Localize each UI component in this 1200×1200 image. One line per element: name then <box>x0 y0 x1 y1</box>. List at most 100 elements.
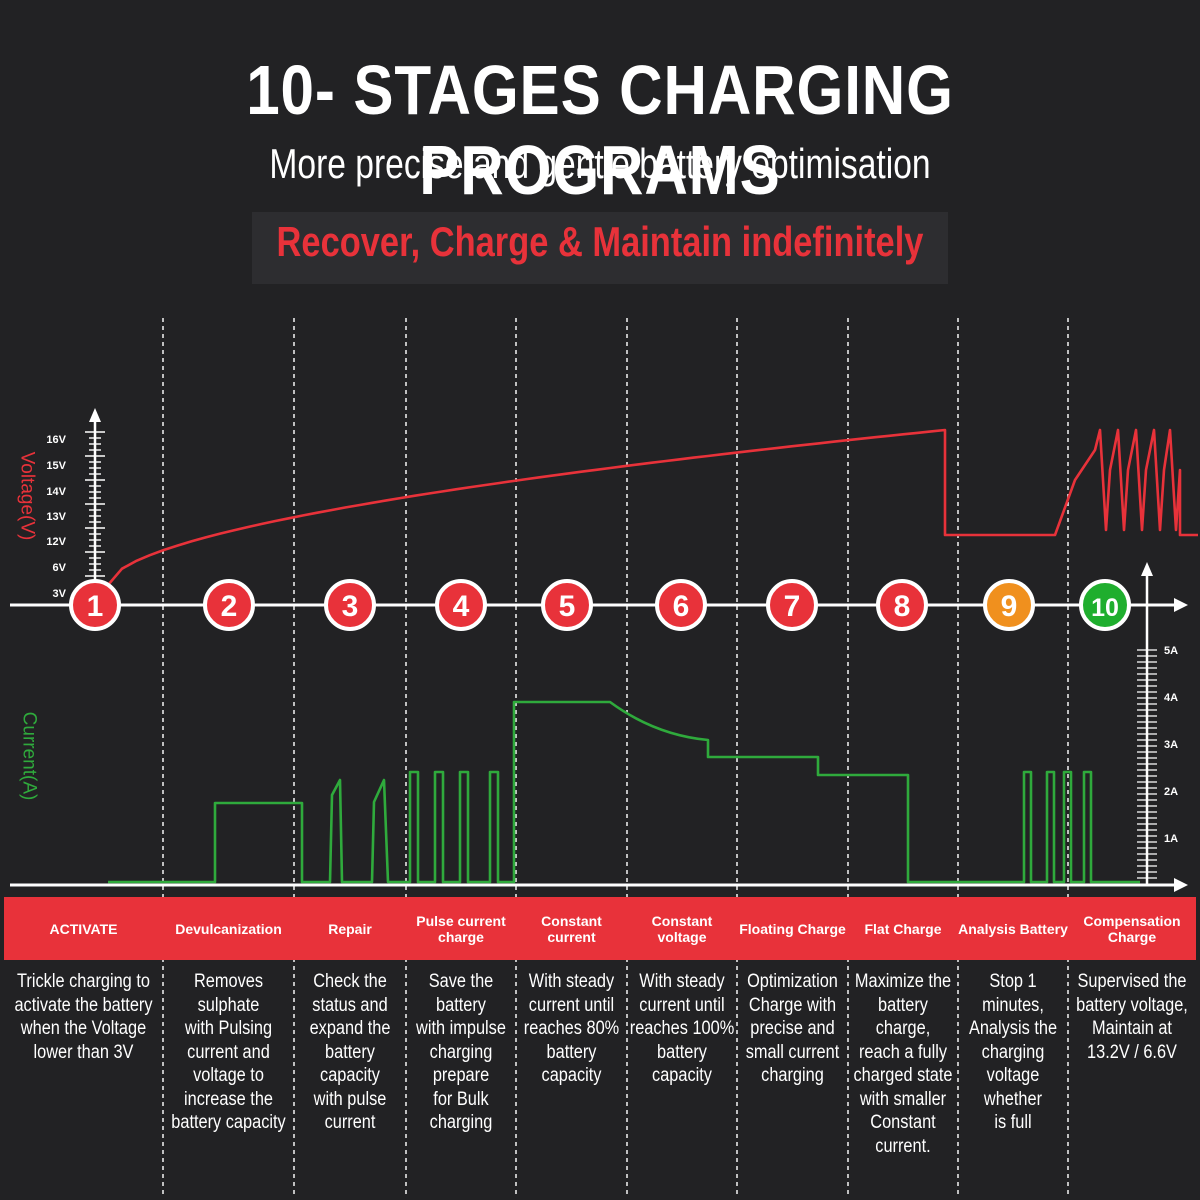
stage-number-7: 7 <box>784 590 801 623</box>
stage-name-8: Flat Charge <box>864 920 942 937</box>
stage-description-1: Trickle charging to activate the battery w… <box>10 970 157 1064</box>
stage-description-line: when the Voltage <box>20 1018 147 1039</box>
stage-description-line: expand the <box>309 1018 391 1039</box>
current-axis-arrow <box>1141 562 1153 576</box>
voltage-tick-label: 3V <box>53 588 67 600</box>
stage-name-4: Pulse current charge <box>416 912 506 945</box>
stage-circle-6 <box>655 579 707 631</box>
voltage-curve <box>107 428 1198 586</box>
stage-circle-3 <box>324 579 376 631</box>
stage-circle-1 <box>69 579 121 631</box>
stage-description-line: activate the battery <box>14 994 153 1016</box>
stage-description-10: Supervised the battery voltage, Maintain a… <box>1072 970 1192 1064</box>
voltage-tick-label: 16V <box>46 434 66 446</box>
voltage-axis-label: Voltage(V) <box>16 451 38 541</box>
stage-circle-9 <box>983 579 1035 631</box>
stage-description-3: Check the status and expand the battery cap… <box>297 970 404 1135</box>
stage-description-line: with smaller <box>859 1088 947 1110</box>
time-axis-arrow <box>1174 598 1188 612</box>
current-axis-label: Current(A) <box>18 711 40 801</box>
stage-description-8: Maximize the battery charge, reach a fully… <box>851 970 956 1158</box>
stage-name-2: Devulcanization <box>175 920 282 937</box>
voltage-axis-arrow <box>89 408 101 422</box>
stage-description-line: charging prepare <box>429 1041 493 1087</box>
stage-description-9: Stop 1 minutes, Analysis the charging volta… <box>961 970 1066 1135</box>
stage-description-line: Analysis the <box>968 1018 1058 1039</box>
stage-description-line: charging <box>429 1112 493 1133</box>
stage-number-5: 5 <box>559 590 576 623</box>
stage-description-line: with pulse <box>313 1088 387 1110</box>
stage-description-line: Removes sulphate <box>193 971 264 1016</box>
stage-description-line: current <box>324 1112 376 1133</box>
stage-description-line: Maximize the <box>854 971 952 992</box>
voltage-tick-label: 14V <box>46 486 66 498</box>
current-tick-label: 2A <box>1164 786 1178 798</box>
page-title: 10- STAGES CHARGING PROGRAMS <box>246 51 954 209</box>
stage-name-10: Compensation Charge <box>1083 912 1181 945</box>
stage-description-line: current until <box>639 994 725 1016</box>
stage-description-line: reaches 80% <box>523 1018 620 1039</box>
stage-number-2: 2 <box>221 590 238 623</box>
voltage-tick-label: 12V <box>46 536 66 548</box>
stage-description-7: Optimization Charge with precise and small … <box>740 970 846 1088</box>
voltage-tick-label: 15V <box>46 460 66 472</box>
stage-name-band <box>4 897 1196 960</box>
current-tick-label: 1A <box>1164 833 1178 845</box>
stage-description-line: Stop 1 minutes, <box>982 971 1044 1016</box>
stage-circle-8 <box>876 579 928 631</box>
stage-description-line: small current <box>745 1041 840 1063</box>
page-subtitle: More precise and gentle battery optimisa… <box>269 140 931 187</box>
stage-description-line: voltage whether <box>983 1065 1043 1110</box>
stage-description-line: Supervised the <box>1077 971 1187 992</box>
stage-description-6: With steady current until reaches 100% batt… <box>630 970 735 1088</box>
stage-description-line: battery charge, <box>875 994 931 1040</box>
stage-name-1: ACTIVATE <box>49 920 118 937</box>
stage-description-line: with impulse <box>416 1018 506 1039</box>
stage-number-3: 3 <box>342 590 359 623</box>
stage-description-5: With steady current until reaches 80% batte… <box>519 970 625 1088</box>
current-tick-label: 5A <box>1164 645 1178 657</box>
stage-name-9: Analysis Battery <box>958 920 1068 937</box>
stage-description-line: status and <box>312 994 388 1016</box>
stage-description-line: Charge with <box>748 994 837 1016</box>
stage-number-9: 9 <box>1001 590 1018 623</box>
stage-description-line: reaches 100% <box>629 1018 735 1039</box>
stage-description-line: Maintain at <box>1092 1018 1172 1039</box>
stage-description-4: Save the battery with impulse charging pre… <box>409 970 514 1135</box>
stage-description-line: precise and <box>750 1018 835 1039</box>
stage-description-line: increase the <box>183 1088 274 1110</box>
stage-description-line: charged state <box>853 1065 953 1086</box>
stage-description-line: battery capacity <box>652 1041 712 1087</box>
stage-description-line: Save the battery <box>428 971 494 1016</box>
stage-description-line: charging <box>761 1065 824 1086</box>
current-tick-label: 4A <box>1164 692 1178 704</box>
current-baseline-arrow <box>1174 878 1188 892</box>
stage-circle-10 <box>1079 579 1131 631</box>
stage-name-5: Constant current <box>541 912 602 945</box>
stage-name-7: Floating Charge <box>739 920 846 937</box>
stage-description-line: charging <box>981 1041 1045 1063</box>
voltage-tick-label: 13V <box>46 511 66 523</box>
stage-description-line: With steady <box>639 971 725 992</box>
stage-circle-2 <box>203 579 255 631</box>
current-curve <box>108 700 1140 884</box>
stage-description-line: current until <box>528 994 615 1016</box>
stage-number-1: 1 <box>87 590 104 623</box>
stage-description-line: current. <box>875 1135 931 1157</box>
stage-description-line: is full <box>994 1112 1032 1133</box>
voltage-tick-label: 6V <box>53 562 67 574</box>
stage-description-line: battery capacity <box>541 1041 602 1087</box>
stage-number-4: 4 <box>453 590 470 623</box>
stage-number-6: 6 <box>673 590 690 623</box>
stage-description-line: Check the <box>313 971 387 992</box>
stage-circle-4 <box>435 579 487 631</box>
tagline-box <box>252 212 948 284</box>
stage-circle-5 <box>541 579 593 631</box>
stage-circle-7 <box>766 579 818 631</box>
stage-description-line: Trickle charging to <box>17 971 150 992</box>
stage-description-line: for Bulk <box>433 1088 489 1110</box>
stage-description-line: reach a fully <box>858 1041 948 1063</box>
stage-description-line: 13.2V / 6.6V <box>1087 1041 1177 1063</box>
